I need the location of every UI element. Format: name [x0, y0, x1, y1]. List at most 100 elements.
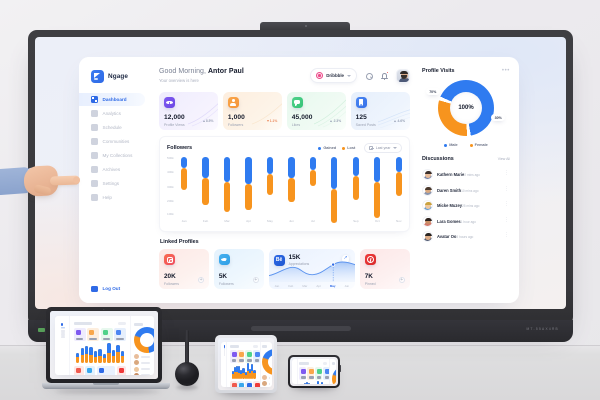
- stat-card-saved-posts[interactable]: 125 Saved Posts 4.6%: [350, 92, 410, 130]
- chevron-right-icon[interactable]: ⋮: [504, 232, 509, 238]
- bar-segment-gained: [331, 157, 338, 189]
- bar-group: [303, 383, 306, 385]
- logout-button[interactable]: Log Out: [91, 285, 120, 292]
- list-item[interactable]: Avatar Oo3 hours ago ⋮: [422, 229, 510, 245]
- behance-chart-x-axis: Jan Feb Mar Apr May Jun: [275, 284, 350, 288]
- stat-card-profile-views[interactable]: 12,000 Profile Views 8.5%: [159, 92, 219, 130]
- bar-group: [308, 382, 311, 385]
- sidebar-item-analytics[interactable]: Analytics: [79, 107, 145, 120]
- bar-plot-area: [181, 157, 402, 224]
- stat-label: Followers: [227, 123, 244, 127]
- linked-profile-card-twitter[interactable]: 5K Followers +: [213, 249, 265, 289]
- arrow-up-right-icon[interactable]: ↗: [341, 255, 350, 263]
- sidebar-item-help[interactable]: Help: [79, 191, 145, 204]
- linked-profile-card-instagram[interactable]: 20K Followers +: [159, 249, 210, 289]
- sidebar-nav: Dashboard Analytics Schedule: [79, 93, 153, 204]
- list-item[interactable]: Lara Gomes1 hour ago ⋮: [422, 214, 510, 230]
- sidebar-item-dashboard: [223, 348, 225, 350]
- sidebar-item-help: [223, 354, 225, 356]
- sidebar-item-my-collections[interactable]: My Collections: [79, 149, 145, 162]
- app-brand-name: Ngage: [108, 72, 129, 80]
- bar-group[interactable]: [223, 157, 231, 216]
- stat-card-row: [229, 349, 260, 363]
- bar-group[interactable]: [309, 157, 316, 216]
- x-tick-label: Apr: [316, 283, 321, 288]
- avatar: [422, 200, 433, 212]
- bar-segment-gained: [352, 157, 359, 176]
- discussion-timestamp: 1 hour ago: [460, 219, 476, 224]
- linked-profile-card-pinterest[interactable]: 7K Pinned +: [359, 249, 411, 289]
- bookmark-icon: [355, 97, 367, 108]
- bar-group[interactable]: [245, 157, 252, 216]
- profile-visits-donut-chart: [134, 326, 154, 353]
- plus-icon[interactable]: +: [197, 276, 205, 283]
- stat-trend: 2.3%: [330, 119, 341, 123]
- x-tick-label: Jun: [344, 283, 350, 288]
- sidebar-item-schedule[interactable]: Schedule: [79, 121, 145, 134]
- sidebar-item-dashboard[interactable]: Dashboard: [79, 93, 145, 106]
- bar-group[interactable]: [331, 157, 338, 224]
- bar-group[interactable]: [181, 157, 188, 216]
- chevron-right-icon[interactable]: ⋮: [504, 170, 509, 176]
- stat-card-followers[interactable]: 1,000 Followers 1.1%: [222, 92, 283, 130]
- profile-visits-donut-chart: [262, 348, 272, 375]
- more-horizontal-icon[interactable]: •••: [501, 68, 510, 74]
- list-item[interactable]: Micke Muzey25 mins ago ⋮: [422, 198, 510, 214]
- view-all-link[interactable]: View All: [497, 157, 510, 161]
- plus-icon[interactable]: +: [252, 276, 260, 283]
- discussion-user-name: Micke Muzey: [437, 203, 463, 209]
- y-tick: 200k: [167, 198, 174, 203]
- right-rail: [259, 341, 272, 387]
- date-range-select[interactable]: Last year: [364, 143, 402, 153]
- bar-group[interactable]: [352, 157, 359, 216]
- plus-icon[interactable]: +: [398, 276, 406, 283]
- chevron-right-icon[interactable]: ⋮: [504, 201, 509, 207]
- laptop-screen: [50, 311, 158, 379]
- bar-group[interactable]: [288, 157, 295, 216]
- x-tick-label: Mar: [302, 283, 308, 288]
- discussions-header: Discussions View All: [422, 156, 510, 162]
- list-item[interactable]: Daren Smith10 mins ago ⋮: [422, 183, 510, 199]
- stat-card-likes[interactable]: 45,000 Likes 2.3%: [286, 92, 347, 130]
- search-icon[interactable]: [364, 71, 373, 80]
- bell-icon[interactable]: [380, 70, 389, 81]
- x-tick-label: Jan: [274, 283, 280, 288]
- gear-icon: [91, 180, 98, 187]
- bar-group[interactable]: [395, 157, 402, 216]
- display-bezel: Ngage Dashboard Analytics: [28, 30, 573, 342]
- sidebar-item-communities[interactable]: Communities: [79, 135, 145, 148]
- avatar[interactable]: [396, 68, 410, 83]
- bar-group[interactable]: [202, 157, 209, 216]
- list-item[interactable]: Kathern Marie2 mins ago ⋮: [422, 167, 510, 183]
- greeting-block: Good Morning, Antor Paul Your overview i…: [159, 68, 244, 83]
- bar-group[interactable]: [266, 157, 274, 216]
- eye-icon: [164, 97, 175, 108]
- linked-profile-card-behance[interactable]: Bē 15K Appreciations ↗: [268, 249, 356, 289]
- chevron-right-icon[interactable]: ⋮: [504, 185, 509, 192]
- source-select[interactable]: Dribbble: [310, 68, 357, 83]
- signal-wave-icon: [91, 69, 104, 83]
- sidebar-item-archives: [61, 333, 66, 336]
- x-tick-label: Apr: [246, 219, 251, 223]
- tablet-bezel: [215, 335, 277, 393]
- signal-wave-icon: [61, 322, 64, 327]
- sidebar-item-label: Settings: [102, 181, 120, 186]
- discussion-user-name: Kathern Marie: [437, 172, 465, 178]
- sidebar-item-settings[interactable]: Settings: [79, 177, 145, 190]
- legend-swatch: [318, 146, 322, 150]
- bar-group[interactable]: [374, 157, 381, 218]
- stat-card-likes: [100, 328, 113, 342]
- phone-side-button[interactable]: [339, 365, 342, 372]
- bar-group: [98, 349, 102, 364]
- followers-chart-legend: Gained Lost Last year: [318, 143, 402, 153]
- sidebar-item-archives[interactable]: Archives: [79, 163, 145, 176]
- donut-ring: [438, 80, 494, 136]
- sidebar-item-my-collections: [223, 351, 225, 353]
- behance-icon: Bē: [273, 254, 285, 266]
- chevron-right-icon[interactable]: ⋮: [504, 216, 509, 223]
- main-content: Good Morning, Antor Paul Your overview i…: [153, 57, 419, 303]
- avatar: [422, 184, 433, 196]
- phone-bezel: [288, 355, 342, 388]
- stat-value: 125: [355, 114, 367, 121]
- stat-card-profile-views: [229, 349, 237, 363]
